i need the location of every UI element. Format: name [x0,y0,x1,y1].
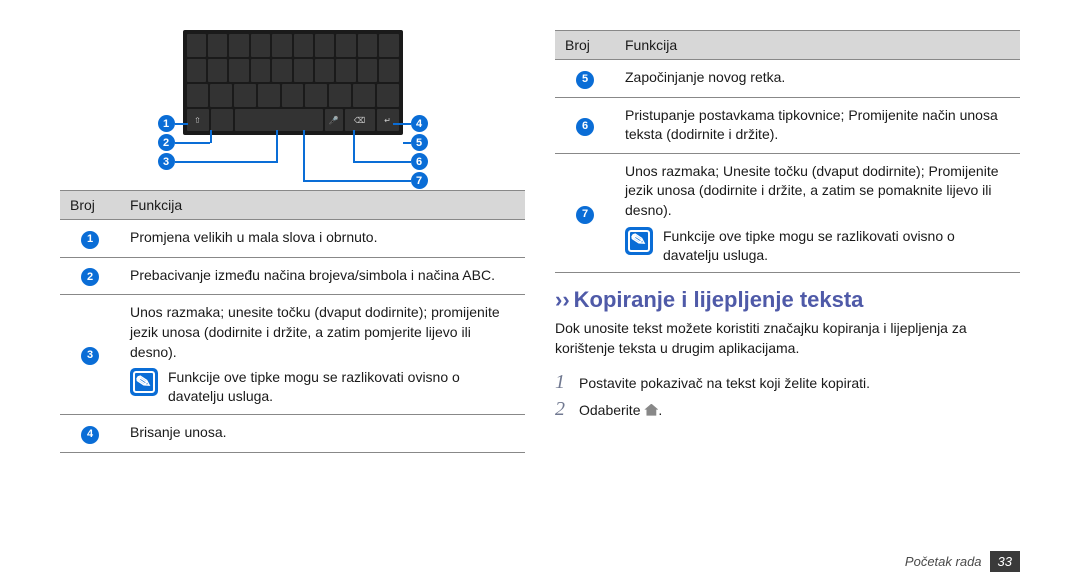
step-num-2: 2 [555,398,571,421]
row-text-5: Započinjanje novog retka. [615,60,1020,98]
table-row: 3 Unos razmaka; unesite točku (dvaput do… [60,295,525,415]
table-row: 2 Prebacivanje između načina brojeva/sim… [60,257,525,295]
row-num-7: 7 [576,206,594,224]
section-intro: Dok unosite tekst možete koristiti znača… [555,319,1020,358]
row-num-6: 6 [576,118,594,136]
keyboard-image: ⇧ 🎤 ⌫ ↵ [183,30,403,135]
footer-page-number: 33 [990,551,1020,572]
step-num-1: 1 [555,371,571,394]
enter-key: ↵ [377,109,399,131]
shift-key: ⇧ [187,109,209,131]
table-row: 7 Unos razmaka; Unesite točku (dvaput do… [555,153,1020,273]
th-funkcija-r: Funkcija [615,31,1020,60]
row-text-4: Brisanje unosa. [120,414,525,452]
note-icon: ✎ [130,368,158,396]
callout-1: 1 [158,115,175,132]
th-funkcija: Funkcija [120,191,525,220]
page-footer: Početak rada 33 [905,551,1020,572]
space-key [235,109,323,131]
row-note-3: Funkcije ove tipke mogu se razlikovati o… [168,368,515,406]
row-text-2: Prebacivanje između načina brojeva/simbo… [120,257,525,295]
step-1: 1 Postavite pokazivač na tekst koji želi… [555,371,1020,394]
row-num-1: 1 [81,231,99,249]
delete-key: ⌫ [345,109,375,131]
callout-5: 5 [411,134,428,151]
table-row: 4 Brisanje unosa. [60,414,525,452]
mic-key: 🎤 [325,109,343,131]
th-broj: Broj [60,191,120,220]
row-num-3: 3 [81,347,99,365]
callout-4: 4 [411,115,428,132]
left-function-table: Broj Funkcija 1 Promjena velikih u mala … [60,190,525,453]
row-note-7: Funkcije ove tipke mogu se razlikovati o… [663,227,1010,265]
th-broj-r: Broj [555,31,615,60]
section-heading: ››Kopiranje i lijepljenje teksta [555,287,1020,313]
row-text-6: Pristupanje postavkama tipkovnice; Promi… [615,97,1020,153]
callout-3: 3 [158,153,175,170]
keyboard-diagram: ⇧ 🎤 ⌫ ↵ 1 2 3 4 5 6 [148,30,438,170]
right-function-table: Broj Funkcija 5 Započinjanje novog retka… [555,30,1020,273]
step-2: 2 Odaberite . [555,398,1020,421]
step-text-1: Postavite pokazivač na tekst koji želite… [579,375,870,391]
home-icon [644,404,658,416]
row-text-1: Promjena velikih u mala slova i obrnuto. [120,220,525,258]
step-text-2: Odaberite [579,402,644,418]
callout-6: 6 [411,153,428,170]
mode-key [211,109,233,131]
table-row: 5 Započinjanje novog retka. [555,60,1020,98]
table-row: 6 Pristupanje postavkama tipkovnice; Pro… [555,97,1020,153]
footer-section: Početak rada [905,554,982,569]
table-row: 1 Promjena velikih u mala slova i obrnut… [60,220,525,258]
callout-2: 2 [158,134,175,151]
row-num-5: 5 [576,71,594,89]
chevron-icon: ›› [555,287,570,312]
row-num-4: 4 [81,426,99,444]
row-text-3: Unos razmaka; unesite točku (dvaput dodi… [130,303,515,362]
row-num-2: 2 [81,268,99,286]
callout-7: 7 [411,172,428,189]
row-text-7: Unos razmaka; Unesite točku (dvaput dodi… [625,162,1010,221]
note-icon: ✎ [625,227,653,255]
section-title-text: Kopiranje i lijepljenje teksta [574,287,864,312]
